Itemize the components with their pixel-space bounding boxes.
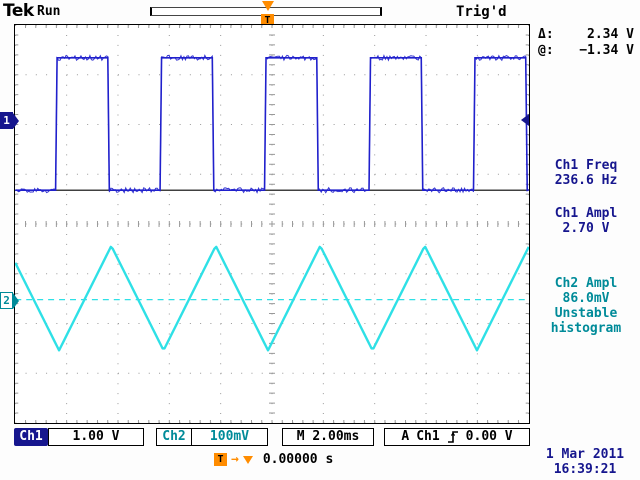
trigger-settings: A Ch1 0.00 V (384, 428, 530, 446)
ch2-scale-value: 100mV (192, 428, 268, 446)
trigger-position-value: 0.00000 s (263, 452, 333, 467)
status-bar: Ch1 1.00 V Ch2 100mV M 2.00ms A Ch1 0.00… (14, 427, 530, 447)
tek-logo: Tek (3, 1, 34, 21)
cursor-at-row: @: −1.34 V (538, 43, 634, 59)
ch1-ground-marker: 1 (0, 112, 19, 129)
graticule (14, 24, 530, 424)
cursor-readout: Δ: 2.34 V @: −1.34 V (538, 27, 634, 59)
oscilloscope-display: Tek Run T Trig'd 1 2 Δ: 2.34 V @: −1.34 … (0, 0, 640, 480)
ch2-scale-label: Ch2 (156, 428, 192, 446)
cursor-delta-row: Δ: 2.34 V (538, 27, 634, 43)
ch2-ground-marker: 2 (0, 292, 19, 309)
trigger-level: 0.00 V (466, 429, 513, 445)
ch2-marker-arrow-icon (13, 293, 19, 309)
measurement-value: 86.0mV (533, 291, 639, 306)
datetime-readout: 1 Mar 2011 16:39:21 (532, 447, 638, 477)
cursor-delta-label: Δ: (538, 27, 554, 43)
trigger-level-arrow-icon (521, 114, 529, 126)
ch2-marker-label: 2 (0, 292, 13, 309)
cursor-delta-value: 2.34 V (587, 27, 634, 43)
trigger-mode: A (401, 429, 409, 445)
ch1-marker-label: 1 (0, 112, 13, 129)
acquisition-status: Run (37, 4, 60, 19)
trigger-position-arrow-icon (262, 1, 274, 11)
measurement-value: 2.70 V (533, 221, 639, 236)
right-arrow-icon: → (231, 452, 239, 467)
trigger-position-readout: T → 0.00000 s (214, 452, 333, 467)
measurement-value: 236.6 Hz (533, 173, 639, 188)
ch1-marker-arrow-icon (13, 113, 19, 129)
trigger-status: Trig'd (456, 4, 507, 20)
measurement-title: Ch2 Ampl (533, 276, 639, 291)
trigger-t-icon: T (214, 453, 227, 466)
timebase-setting: M 2.00ms (282, 428, 374, 446)
trigger-position-marker-icon (243, 456, 253, 464)
time-text: 16:39:21 (532, 462, 638, 477)
waveform-display (15, 25, 529, 423)
measurement-ch2-ampl: Ch2 Ampl 86.0mV Unstable histogram (533, 276, 639, 336)
measurement-title: Ch1 Freq (533, 158, 639, 173)
measurement-title: Ch1 Ampl (533, 206, 639, 221)
ch1-scale-label: Ch1 (14, 428, 48, 446)
cursor-at-label: @: (538, 43, 554, 59)
date-text: 1 Mar 2011 (532, 447, 638, 462)
measurement-note: Unstable histogram (533, 306, 639, 336)
ch1-scale-value: 1.00 V (48, 428, 144, 446)
measurement-ch1-freq: Ch1 Freq 236.6 Hz (533, 158, 639, 188)
rising-edge-icon (447, 430, 459, 444)
measurement-ch1-ampl: Ch1 Ampl 2.70 V (533, 206, 639, 236)
cursor-at-value: −1.34 V (579, 43, 634, 59)
trigger-source: Ch1 (416, 429, 439, 445)
